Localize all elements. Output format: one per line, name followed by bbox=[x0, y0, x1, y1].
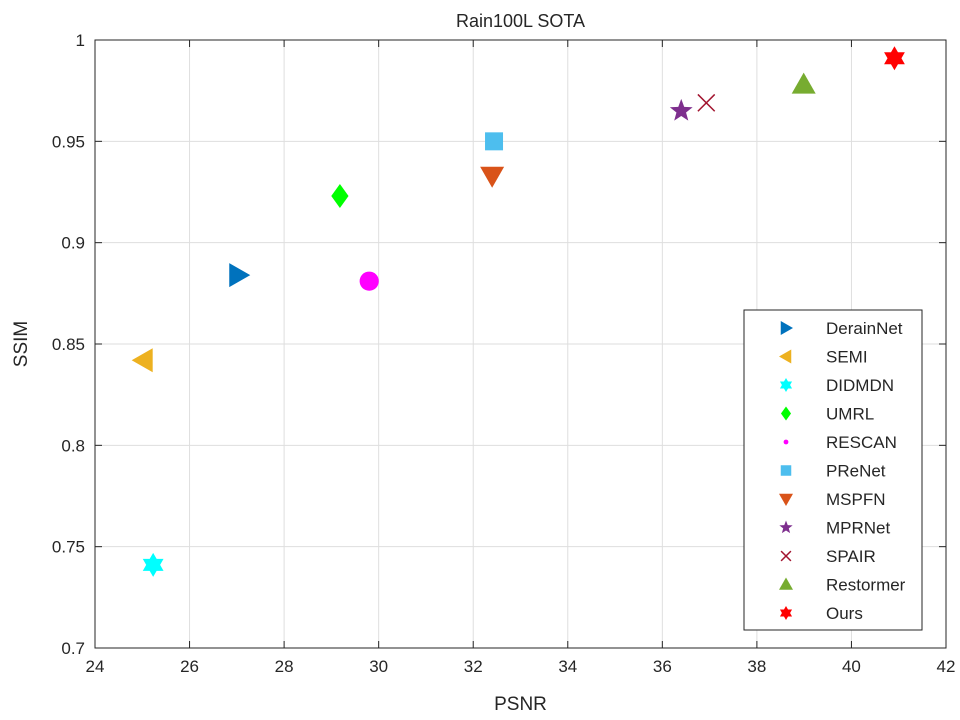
legend-marker-didmdn bbox=[779, 378, 793, 392]
x-tick-label: 24 bbox=[86, 657, 105, 676]
legend-label-mprnet: MPRNet bbox=[826, 519, 891, 538]
data-point-spair bbox=[697, 93, 716, 112]
legend-box bbox=[743, 309, 923, 631]
legend-label-prenet: PReNet bbox=[826, 462, 886, 481]
legend-label-semi: SEMI bbox=[826, 348, 868, 367]
data-point-mspfn bbox=[480, 166, 505, 188]
y-tick-label: 0.7 bbox=[61, 639, 85, 658]
legend-label-derainnet: DerainNet bbox=[826, 319, 903, 338]
y-tick-label: 0.8 bbox=[61, 436, 85, 455]
data-point-restormer bbox=[791, 72, 816, 94]
x-tick-label: 32 bbox=[464, 657, 483, 676]
legend-label-ours: Ours bbox=[826, 604, 863, 623]
legend-label-umrl: UMRL bbox=[826, 405, 874, 424]
chart-title: Rain100L SOTA bbox=[456, 11, 585, 31]
legend-label-restormer: Restormer bbox=[826, 576, 906, 595]
x-tick-label: 30 bbox=[369, 657, 388, 676]
legend-marker-ours bbox=[779, 606, 793, 620]
y-tick-label: 0.9 bbox=[61, 234, 85, 253]
legend-label-didmdn: DIDMDN bbox=[826, 376, 894, 395]
axis-ticks: 24 26 28 30 32 34 36 38 40 42 0.7 0.75 0.8 0.85 0.9 0.9… bbox=[52, 31, 956, 676]
x-tick-label: 28 bbox=[275, 657, 294, 676]
legend-marker-spair bbox=[780, 550, 792, 562]
data-point-mprnet bbox=[669, 98, 693, 121]
data-point-didmdn bbox=[142, 552, 164, 577]
y-axis-label: SSIM bbox=[11, 321, 32, 367]
x-tick-label: 36 bbox=[653, 657, 672, 676]
data-point-umrl bbox=[331, 184, 349, 209]
y-tick-label: 0.85 bbox=[52, 335, 85, 354]
data-point-rescan bbox=[359, 271, 379, 291]
y-tick-label: 0.95 bbox=[52, 132, 85, 151]
legend-marker-semi bbox=[779, 349, 792, 364]
data-point-semi bbox=[131, 348, 153, 373]
legend-marker-restormer bbox=[779, 577, 793, 590]
x-tick-label: 26 bbox=[180, 657, 199, 676]
data-point-prenet bbox=[485, 132, 504, 151]
legend-label-rescan: RESCAN bbox=[826, 433, 897, 452]
legend-label-spair: SPAIR bbox=[826, 547, 876, 566]
legend-marker-umrl bbox=[780, 406, 792, 421]
legend-marker-derainnet bbox=[780, 321, 793, 335]
y-tick-label: 1 bbox=[76, 31, 85, 50]
y-tick-label: 0.75 bbox=[52, 538, 85, 557]
x-tick-label: 34 bbox=[558, 657, 577, 676]
legend: DerainNet SEMI DIDMDN UMRL RESCAN PReNet MSPFN… bbox=[743, 309, 923, 631]
x-tick-label: 40 bbox=[842, 657, 861, 676]
x-axis-label: PSNR bbox=[494, 694, 547, 715]
legend-marker-rescan bbox=[783, 439, 789, 445]
x-tick-label: 38 bbox=[747, 657, 766, 676]
data-point-derainnet bbox=[229, 263, 251, 288]
x-tick-label: 42 bbox=[937, 657, 956, 676]
legend-marker-mprnet bbox=[779, 520, 793, 534]
legend-label-mspfn: MSPFN bbox=[826, 490, 886, 509]
data-points bbox=[131, 46, 905, 577]
data-point-ours bbox=[884, 46, 905, 71]
legend-marker-prenet bbox=[780, 465, 792, 476]
legend-marker-mspfn bbox=[779, 493, 793, 506]
